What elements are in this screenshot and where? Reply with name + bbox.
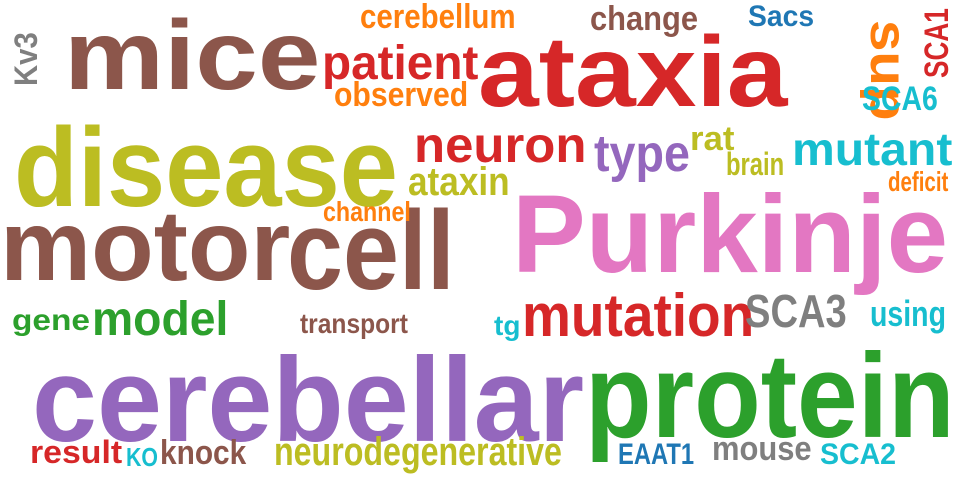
word-rat: rat bbox=[690, 120, 735, 158]
word-mice: mice bbox=[64, 0, 321, 110]
word-model: model bbox=[92, 293, 229, 346]
word-knock: knock bbox=[160, 434, 247, 472]
word-cell: cell bbox=[287, 188, 455, 313]
word-patient: patient bbox=[322, 37, 479, 90]
word-sca6: SCA6 bbox=[862, 80, 938, 118]
word-ataxia: ataxia bbox=[478, 16, 788, 128]
word-observed: observed bbox=[334, 76, 469, 114]
word-transport: transport bbox=[300, 308, 408, 339]
word-neurodegenerative: neurodegenerative bbox=[274, 430, 562, 474]
word-sacs: Sacs bbox=[748, 0, 815, 33]
word-eaat1: EAAT1 bbox=[618, 438, 695, 471]
word-sca3: SCA3 bbox=[745, 285, 847, 337]
word-neuron: neuron bbox=[414, 117, 587, 173]
word-mutation: mutation bbox=[522, 282, 755, 349]
word-disease: disease bbox=[14, 105, 398, 230]
word-cerebellum: cerebellum bbox=[360, 0, 516, 36]
word-brain: brain bbox=[726, 146, 785, 182]
word-purkinje: Purkinje bbox=[512, 173, 949, 296]
word-ko: KO bbox=[126, 442, 158, 472]
word-motor: motor bbox=[0, 190, 291, 302]
word-cerebellar: cerebellar bbox=[32, 333, 585, 467]
word-ataxin: ataxin bbox=[408, 160, 510, 204]
word-protein: protein bbox=[585, 329, 955, 463]
word-channel: channel bbox=[323, 196, 411, 227]
word-tg: tg bbox=[494, 310, 521, 341]
word-kv3: Kv3 bbox=[8, 32, 44, 86]
word-mouse: mouse bbox=[712, 430, 812, 468]
word-result: result bbox=[30, 434, 123, 470]
word-type: type bbox=[594, 125, 690, 183]
word-using: using bbox=[870, 293, 946, 334]
word-change: change bbox=[590, 0, 699, 38]
word-deficit: deficit bbox=[888, 166, 949, 197]
word-sca1: SCA1 bbox=[918, 8, 956, 79]
word-sca2: SCA2 bbox=[820, 438, 897, 471]
word-mutant: mutant bbox=[792, 123, 953, 175]
word-gene: gene bbox=[12, 304, 91, 337]
